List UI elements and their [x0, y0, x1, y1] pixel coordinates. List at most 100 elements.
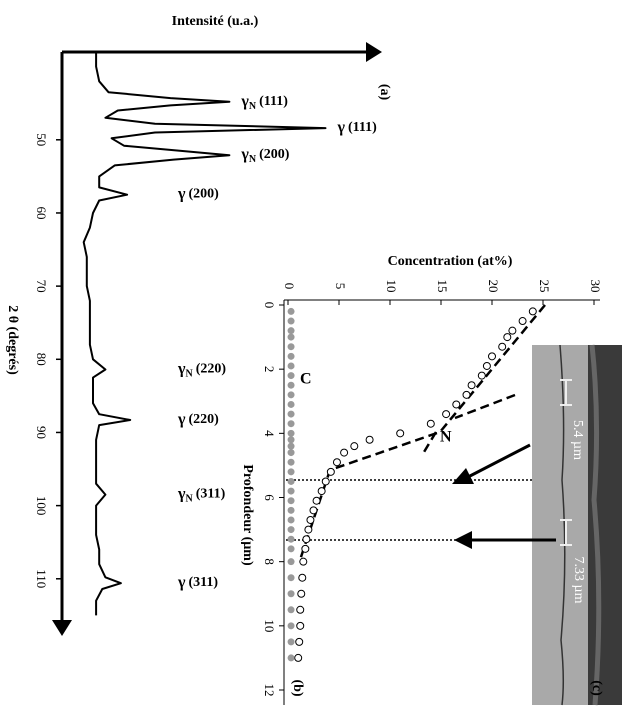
data-point	[482, 361, 491, 370]
peak-index: (311)	[188, 575, 218, 590]
x-tick-label: 80	[34, 353, 49, 366]
x-axis-label: Profondeur (µm)	[240, 464, 255, 566]
data-point	[518, 317, 527, 326]
data-point	[332, 458, 341, 467]
peak-symbol: γ	[177, 411, 186, 428]
panel-label: (c)	[589, 680, 604, 696]
data-point	[462, 390, 471, 399]
peak-symbol: γ	[240, 146, 249, 163]
panel-label: (b)	[290, 679, 305, 696]
peak-label: γN (111)	[240, 92, 288, 112]
data-point	[287, 400, 295, 408]
y-tick-label: 15	[435, 280, 450, 293]
data-point	[296, 605, 305, 614]
peak-symbol: γ	[240, 92, 249, 109]
data-point	[301, 544, 310, 553]
data-point	[287, 545, 295, 553]
x-tick-label: 12	[262, 684, 277, 697]
data-point	[287, 343, 295, 351]
data-point	[287, 449, 295, 457]
data-point	[287, 526, 295, 534]
y-tick-label: 0	[282, 283, 297, 290]
scale-label: 7.33 µm	[571, 557, 586, 604]
peak-label: γ (200)	[177, 185, 219, 202]
peak-symbol: γ	[177, 485, 186, 502]
peak-index: (200)	[188, 187, 219, 202]
data-point	[477, 371, 486, 380]
x-tick-label: 90	[34, 426, 49, 439]
data-point	[287, 458, 295, 466]
data-point	[467, 381, 476, 390]
xrd-line	[82, 52, 327, 616]
data-point	[287, 654, 295, 662]
x-tick-label: 100	[34, 496, 49, 516]
peak-label: γ (220)	[177, 411, 219, 428]
data-point	[294, 653, 303, 662]
data-point	[396, 429, 405, 438]
peak-subscript: N	[185, 369, 193, 380]
data-point	[287, 535, 295, 543]
peak-symbol: γ	[177, 574, 186, 591]
data-point	[326, 467, 335, 476]
x-tick-label: 2	[262, 366, 277, 373]
x-tick-label: 50	[34, 133, 49, 146]
data-point	[295, 637, 304, 646]
peak-subscript: N	[249, 154, 257, 165]
x-tick-label: 10	[262, 619, 277, 632]
data-point	[321, 477, 330, 486]
data-point	[287, 487, 295, 495]
peak-index: (200)	[259, 147, 290, 162]
axes-a	[52, 42, 382, 636]
data-point	[452, 400, 461, 409]
peak-index: (111)	[259, 94, 288, 109]
data-point	[306, 515, 315, 524]
y-tick-label: 20	[486, 280, 501, 293]
peak-label: γ (111)	[337, 119, 378, 136]
data-point	[287, 381, 295, 389]
data-point	[287, 590, 295, 598]
y-tick-label: 25	[537, 280, 552, 293]
series-label: C	[300, 371, 312, 388]
y-axis-label: Concentration (at%)	[388, 254, 513, 269]
data-point	[287, 327, 295, 335]
data-point	[287, 317, 295, 325]
data-point	[304, 525, 313, 534]
data-point	[287, 468, 295, 476]
data-point	[528, 307, 537, 316]
data-point	[287, 410, 295, 418]
series-label: N	[440, 429, 452, 446]
y-tick-label: 10	[384, 280, 399, 293]
data-point	[287, 362, 295, 370]
data-point	[488, 352, 496, 361]
y-axis-label: Intensité (u.a.)	[172, 14, 259, 29]
data-point	[287, 477, 295, 485]
arrows	[452, 443, 556, 549]
data-point	[287, 333, 295, 341]
peak-index: (111)	[348, 120, 377, 135]
peak-symbol: γ	[177, 360, 186, 377]
data-point	[287, 516, 295, 524]
data-point	[298, 573, 307, 582]
axes-b	[283, 299, 600, 705]
data-point	[317, 487, 326, 496]
peak-symbol: γ	[177, 185, 186, 202]
peak-subscript: N	[185, 494, 193, 505]
peak-index: (311)	[196, 487, 226, 502]
data-point	[302, 535, 311, 544]
peak-index: (220)	[188, 412, 219, 427]
data-point	[340, 448, 349, 457]
data-point	[498, 342, 507, 351]
data-point	[287, 638, 295, 646]
data-point	[426, 419, 435, 428]
data-point	[287, 606, 295, 614]
peak-label: γN (311)	[177, 485, 226, 505]
peak-index: (220)	[196, 362, 227, 377]
x-tick-label: 60	[34, 206, 49, 219]
x-tick-label: 0	[262, 302, 277, 309]
sem-image	[532, 344, 622, 706]
fit-lines	[298, 304, 546, 561]
data-point	[287, 442, 295, 450]
data-point	[296, 621, 305, 630]
data-point	[287, 558, 295, 566]
